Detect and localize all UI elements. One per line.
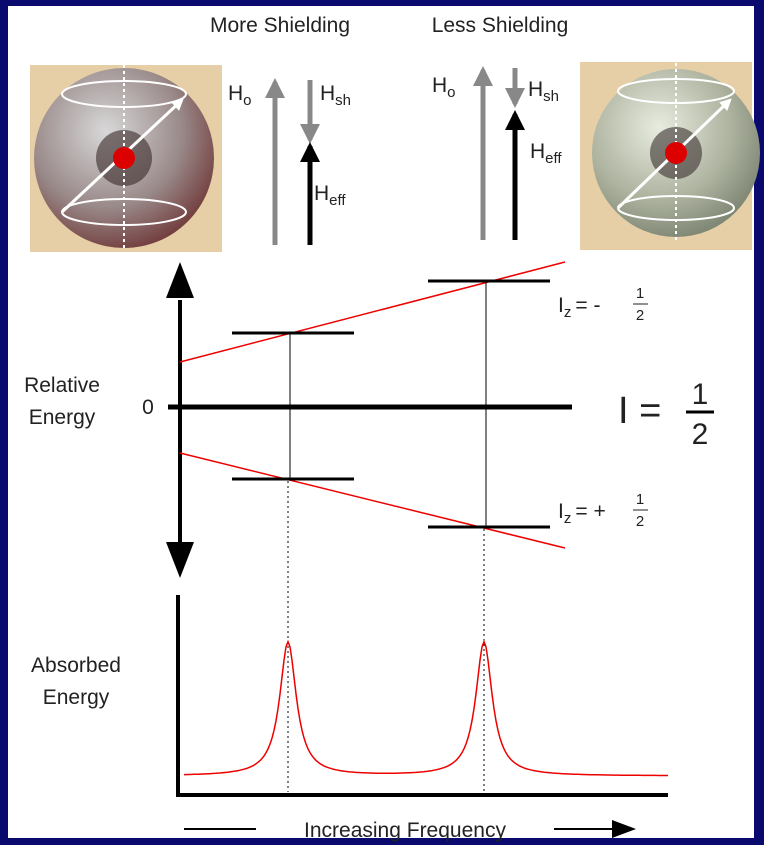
upper-numerator: 1 [636, 285, 644, 302]
axis-arrowhead [612, 820, 636, 838]
relative-label: Relative [24, 374, 100, 397]
lower-numerator: 1 [636, 491, 644, 508]
h-shielding: Hsh [528, 78, 559, 105]
lower-level-label: Iz = + [558, 500, 606, 527]
h-shielding: Hsh [320, 82, 351, 109]
energy-label: Energy [29, 406, 96, 429]
h-effective: Heff [314, 182, 346, 209]
spin-denominator: 2 [692, 418, 709, 451]
spin-numerator: 1 [692, 378, 709, 411]
energy-diagram [166, 261, 572, 792]
more-shielding: More Shielding [210, 14, 350, 37]
field-arrows-less [473, 66, 525, 240]
field-arrows-more [265, 78, 320, 245]
absorbed-energy-label: Energy [43, 686, 110, 709]
lower-denominator: 2 [636, 513, 644, 530]
nucleus-right [580, 52, 760, 250]
zero-label: 0 [142, 396, 154, 419]
upper-level-label: Iz = - [558, 294, 600, 321]
spectrum-axes [176, 595, 668, 797]
spectrum-line [184, 639, 668, 777]
h-applied: Ho [228, 82, 252, 109]
upper-denominator: 2 [636, 307, 644, 324]
h-effective: Heff [530, 140, 562, 167]
h-applied: Ho [432, 74, 456, 101]
less-shielding: Less Shielding [432, 14, 569, 37]
absorbed-label: Absorbed [31, 654, 121, 677]
spin-label: I = [618, 390, 661, 432]
x-axis-label: Increasing Frequency [304, 819, 506, 842]
nucleus-left [30, 58, 222, 252]
